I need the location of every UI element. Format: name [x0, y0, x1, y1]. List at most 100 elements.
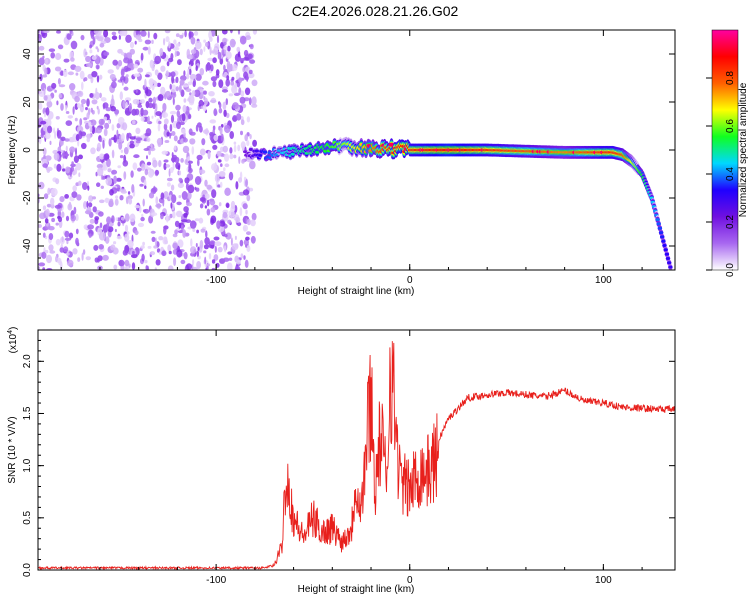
spectrogram-noise-blob — [131, 184, 135, 193]
spectrogram-noise-blob — [85, 256, 92, 261]
spectrogram-noise-blob — [216, 220, 221, 229]
spectrogram-noise-blob — [166, 213, 169, 221]
spectrogram-noise-blob — [162, 102, 167, 112]
spectrogram-noise-blob — [142, 133, 146, 139]
spectrogram-noise-blob — [158, 120, 162, 125]
spectrogram-noise-blob — [93, 244, 99, 251]
spectrogram-noise-blob — [86, 98, 90, 107]
spectrogram-noise-blob — [195, 243, 198, 248]
spectrogram-noise-blob — [231, 40, 236, 46]
snr-scale-note-exp: 4 — [7, 330, 14, 334]
spectrogram-noise-blob — [235, 216, 241, 223]
spectrogram-ridge-cell — [262, 150, 268, 154]
spectrogram-noise-blob — [243, 255, 246, 260]
spectrogram-noise-blob — [46, 254, 52, 264]
spectrogram-noise-blob — [114, 198, 119, 206]
spectrogram-ridge-cell — [663, 248, 668, 252]
spectrogram-noise-blob — [121, 79, 124, 86]
spectrogram-ridge-cell — [668, 265, 673, 269]
spectrogram-noise-blob — [78, 90, 82, 95]
spectrogram-noise-blob — [228, 257, 233, 261]
spectrogram-noise-blob — [165, 36, 170, 43]
snr-x-label: Height of straight line (km) — [298, 584, 415, 595]
spectrogram-noise-blob — [227, 262, 233, 270]
spectrogram-noise-blob — [139, 99, 145, 104]
spectrogram-noise-blob — [89, 49, 93, 54]
spectrogram-noise-blob — [137, 167, 142, 172]
spectrogram-y-tick-label: -40 — [22, 238, 33, 253]
spectrogram-noise-blob — [216, 150, 222, 157]
spectrogram-y-tick-label: 20 — [22, 96, 33, 108]
spectrogram-noise-blob — [81, 81, 84, 91]
spectrogram-noise-blob — [193, 78, 196, 88]
spectrogram-noise-blob — [204, 256, 207, 265]
spectrogram-noise-blob — [142, 241, 146, 246]
spectrogram-noise-blob — [99, 199, 105, 204]
spectrogram-noise-blob — [57, 216, 63, 223]
spectrogram-noise-blob — [42, 232, 46, 238]
spectrogram-noise-blob — [128, 263, 131, 268]
colorbar-bar — [711, 29, 739, 271]
spectrogram-noise-blob — [137, 67, 144, 73]
spectrogram-noise-blob — [59, 247, 65, 253]
spectrogram-noise-blob — [67, 115, 74, 119]
colorbar-ticks: 0.0 0.2 0.4 0.6 0.8 — [706, 71, 736, 277]
colorbar-tick-label: 0.8 — [725, 71, 736, 85]
spectrogram-noise-blob — [38, 135, 42, 145]
spectrogram-noise-blob — [225, 98, 228, 106]
spectrogram-noise-blob — [236, 222, 242, 227]
spectrogram-noise-blob — [176, 201, 182, 206]
spectrogram-noise-blob — [199, 197, 206, 202]
spectrogram-noise-blob — [55, 52, 62, 61]
spectrogram-noise-blob — [220, 133, 224, 142]
spectrogram-noise-blob — [99, 153, 105, 160]
spectrogram-noise-blob — [69, 83, 76, 91]
spectrogram-noise-blob — [71, 31, 74, 36]
spectrogram-noise-blob — [75, 162, 82, 171]
spectrogram-noise-blob — [127, 191, 131, 195]
spectrogram-noise-blob — [178, 195, 182, 199]
spectrogram-noise-blob — [55, 222, 59, 226]
spectrogram-noise-blob — [216, 174, 219, 182]
spectrogram-noise-blob — [227, 251, 233, 255]
spectrogram-noise-blob — [212, 57, 217, 64]
snr-y-axis: 0.0 0.5 1.0 1.5 2.0 — [22, 339, 675, 577]
spectrogram-noise-blob — [187, 81, 192, 86]
spectrogram-noise-blob — [246, 73, 249, 82]
spectrogram-noise-blob — [135, 140, 141, 144]
spectrogram-noise-blob — [89, 44, 92, 49]
snr-y-tick-label: 1.5 — [22, 406, 33, 420]
spectrogram-noise-blob — [234, 82, 237, 89]
spectrogram-noise-blob — [160, 213, 164, 220]
spectrogram-noise-blob — [111, 31, 117, 36]
spectrogram-noise-blob — [119, 155, 124, 159]
spectrogram-noise-blob — [160, 65, 166, 72]
spectrogram-noise-blob — [161, 150, 168, 155]
spectrogram-noise-blob — [170, 157, 177, 162]
snr-frame — [37, 329, 676, 571]
spectrogram-noise-blob — [223, 167, 226, 172]
spectrogram-noise-blob — [42, 163, 48, 168]
spectrogram-noise-blob — [54, 66, 62, 72]
spectrogram-noise-blob — [224, 245, 227, 253]
spectrogram-noise-blob — [96, 182, 101, 187]
spectrogram-noise-blob — [109, 189, 114, 196]
spectrogram-noise-blob — [230, 237, 233, 246]
spectrogram-noise-blob — [250, 235, 256, 244]
spectrogram-noise-blob — [229, 153, 234, 160]
spectrogram-noise-blob — [111, 94, 114, 102]
spectrogram-noise-blob — [164, 240, 168, 245]
spectrogram-noise-blob — [231, 64, 238, 71]
spectrogram-noise-blob — [123, 171, 127, 180]
spectrogram-noise-blob — [119, 91, 124, 101]
spectrogram-noise-blob — [178, 170, 182, 176]
spectrogram-noise-blob — [209, 240, 216, 246]
spectrogram-noise-blob — [65, 166, 71, 174]
spectrogram-noise-blob — [50, 188, 58, 197]
spectrogram-noise-blob — [81, 101, 84, 108]
spectrogram-noise-blob — [94, 35, 99, 40]
spectrogram-noise-blob — [240, 130, 243, 136]
spectrogram-noise-blob — [102, 139, 105, 149]
spectrogram-noise-blob — [166, 61, 170, 67]
spectrogram-noise-blob — [147, 245, 152, 249]
